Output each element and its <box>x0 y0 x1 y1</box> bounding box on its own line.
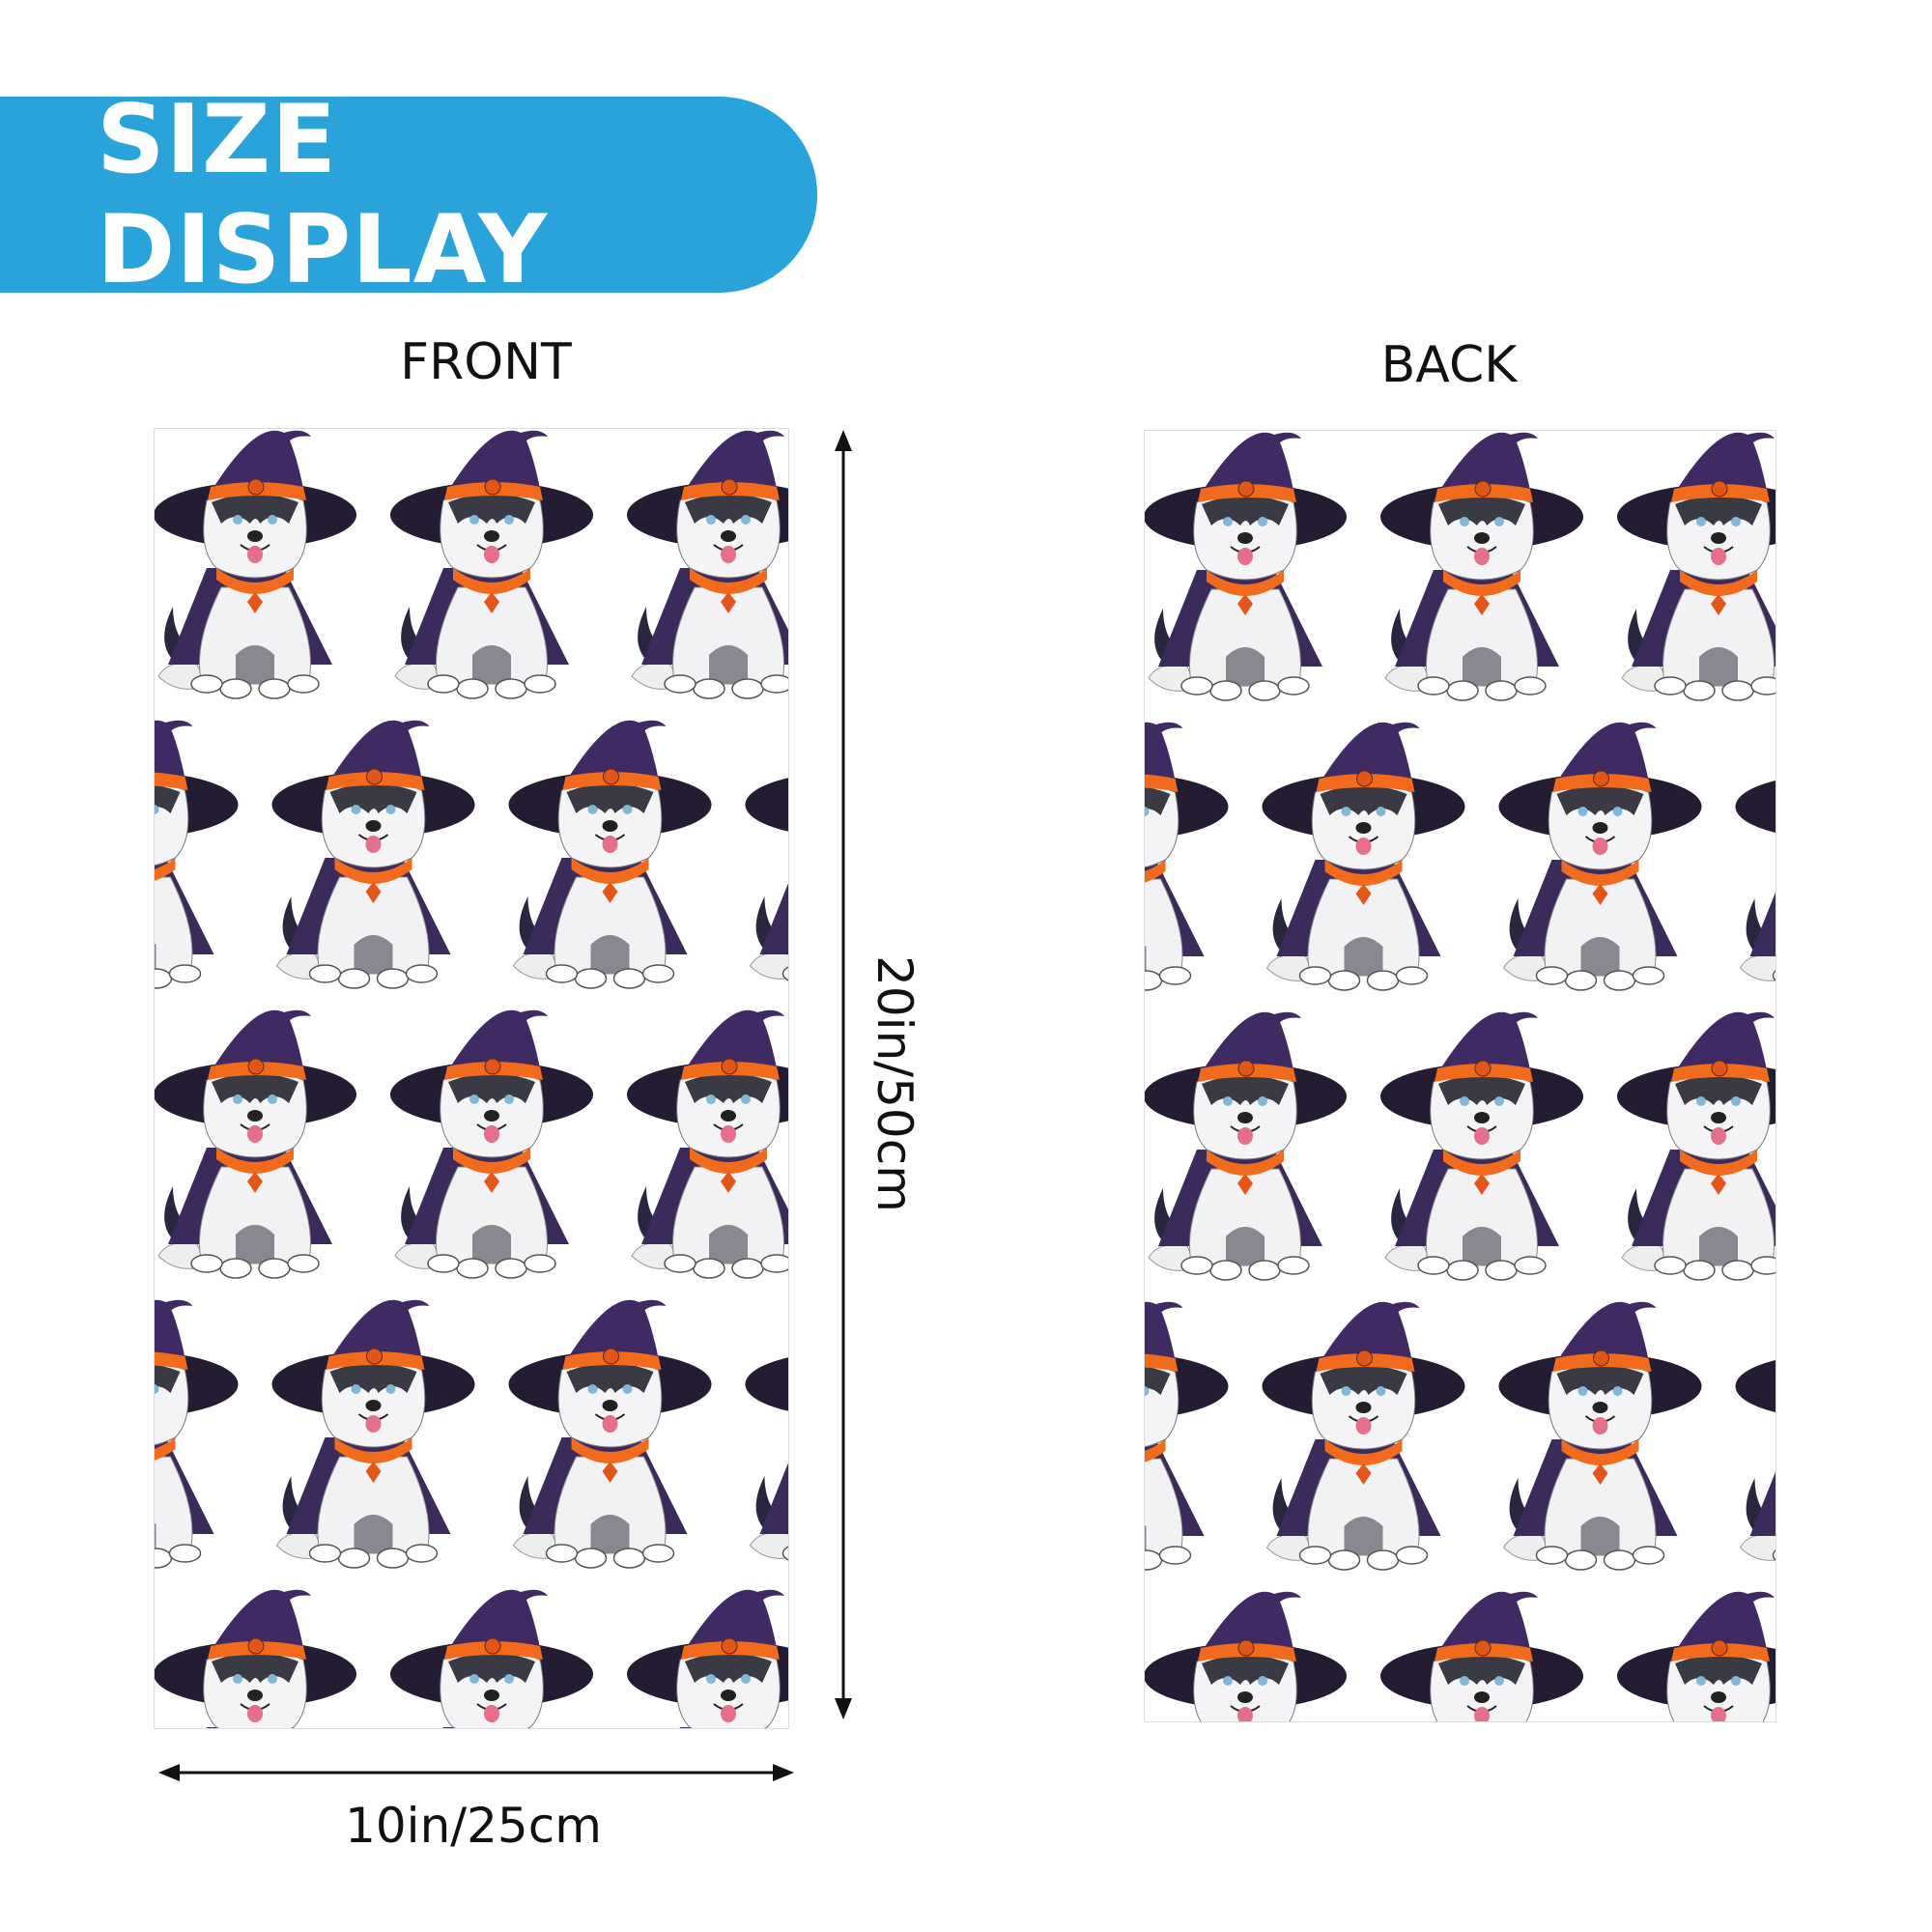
back-panel <box>1144 430 1776 1722</box>
husky-pattern-front <box>155 429 788 1728</box>
height-dimension-label: 20in/50cm <box>867 955 923 1212</box>
back-label: BACK <box>1380 336 1518 394</box>
size-display-banner: SIZE DISPLAY <box>0 85 817 305</box>
husky-pattern-back <box>1145 431 1776 1721</box>
width-arrow-icon <box>158 1764 794 1781</box>
front-label: FRONT <box>400 333 572 391</box>
banner-title: SIZE DISPLAY <box>97 84 549 305</box>
width-dimension-label: 10in/25cm <box>345 1798 602 1854</box>
front-panel <box>154 428 789 1729</box>
height-arrow-icon <box>835 430 852 1719</box>
